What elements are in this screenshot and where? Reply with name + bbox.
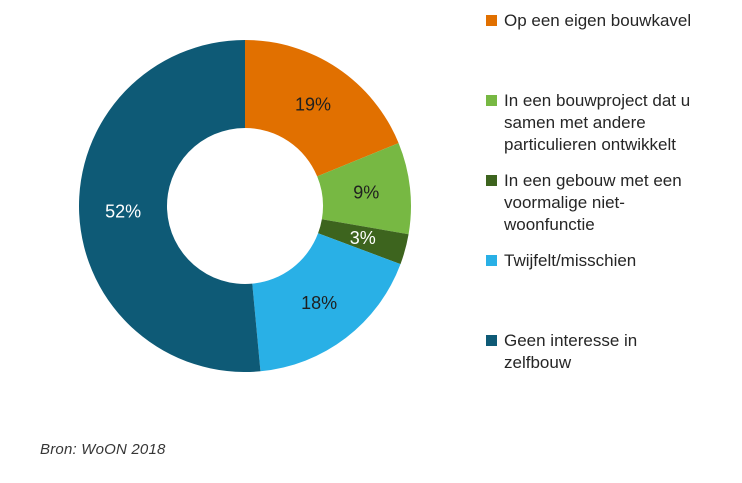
donut-slice-0 — [245, 40, 399, 177]
legend-label: In een gebouw met een voormalige niet-woo… — [504, 171, 682, 234]
legend-swatch-icon — [486, 335, 497, 346]
legend-label: Geen interesse in zelfbouw — [504, 331, 638, 372]
donut-slice-1 — [317, 143, 411, 235]
slice-value-label: 3% — [350, 228, 376, 248]
legend-label: In een bouwproject dat u samen met andere… — [504, 91, 691, 154]
slice-value-label: 19% — [295, 95, 331, 115]
legend-swatch-icon — [486, 15, 497, 26]
slice-value-label: 52% — [105, 202, 141, 222]
legend-item-1: In een bouwproject dat u samen met andere… — [486, 90, 690, 156]
legend-item-4: Geen interesse in zelfbouw — [486, 330, 637, 374]
donut-slice-4 — [79, 40, 261, 372]
legend-swatch-icon — [486, 175, 497, 186]
donut-slice-3 — [252, 233, 401, 372]
donut-slice-2 — [318, 219, 409, 265]
legend-swatch-icon — [486, 95, 497, 106]
legend-label: Op een eigen bouwkavel — [504, 11, 692, 30]
legend-swatch-icon — [486, 255, 497, 266]
legend-label: Twijfelt/misschien — [504, 251, 637, 270]
legend: Op een eigen bouwkavel In een bouwproject… — [486, 0, 738, 483]
legend-item-3: Twijfelt/misschien — [486, 250, 636, 272]
legend-item-0: Op een eigen bouwkavel — [486, 10, 691, 32]
source-caption: Bron: WoON 2018 — [40, 441, 166, 458]
legend-item-2: In een gebouw met een voormalige niet-woo… — [486, 170, 682, 236]
slice-value-label: 18% — [301, 293, 337, 313]
slice-value-label: 9% — [353, 183, 379, 203]
